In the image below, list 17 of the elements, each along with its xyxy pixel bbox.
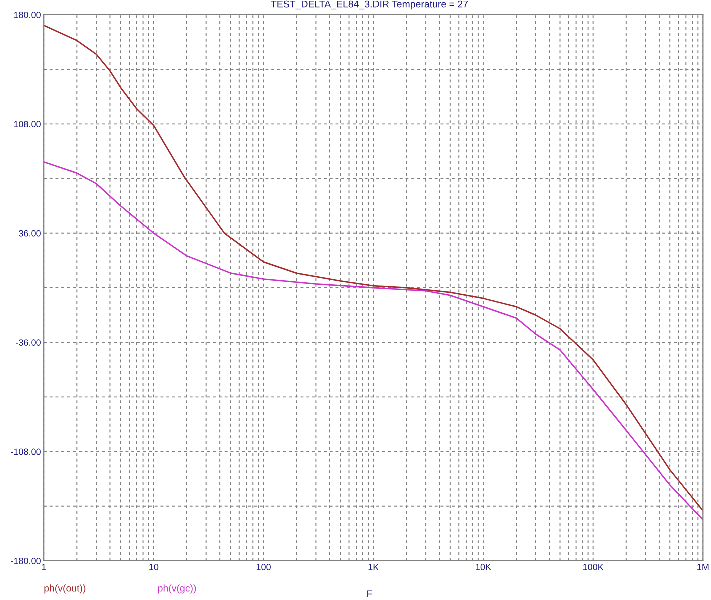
x-tick-label: 1 bbox=[42, 564, 46, 570]
y-tick-label: 108.00 bbox=[14, 121, 41, 128]
y-tick-label: 180.00 bbox=[14, 12, 41, 18]
x-tick-label: 1M bbox=[698, 564, 709, 570]
y-tick-label: -180.00 bbox=[11, 558, 41, 564]
text: ph(v(out)) bbox=[44, 584, 86, 594]
text: ph(v(gc)) bbox=[158, 584, 196, 594]
y-tick-label: 36.00 bbox=[19, 230, 41, 237]
x-tick-label: 10K bbox=[476, 564, 492, 570]
x-tick-label: 100K bbox=[583, 564, 604, 570]
x-tick-label: 100 bbox=[256, 564, 271, 570]
x-axis-title: F bbox=[368, 590, 372, 598]
x-tick-label: 10 bbox=[150, 564, 159, 570]
chart-title: TEST_DELTA_EL84_3.DIR Temperature = 27 bbox=[271, 0, 468, 10]
y-tick-label: -108.00 bbox=[11, 448, 41, 456]
y-tick-label: -36.00 bbox=[16, 340, 41, 346]
x-tick-label: 1K bbox=[368, 564, 380, 570]
